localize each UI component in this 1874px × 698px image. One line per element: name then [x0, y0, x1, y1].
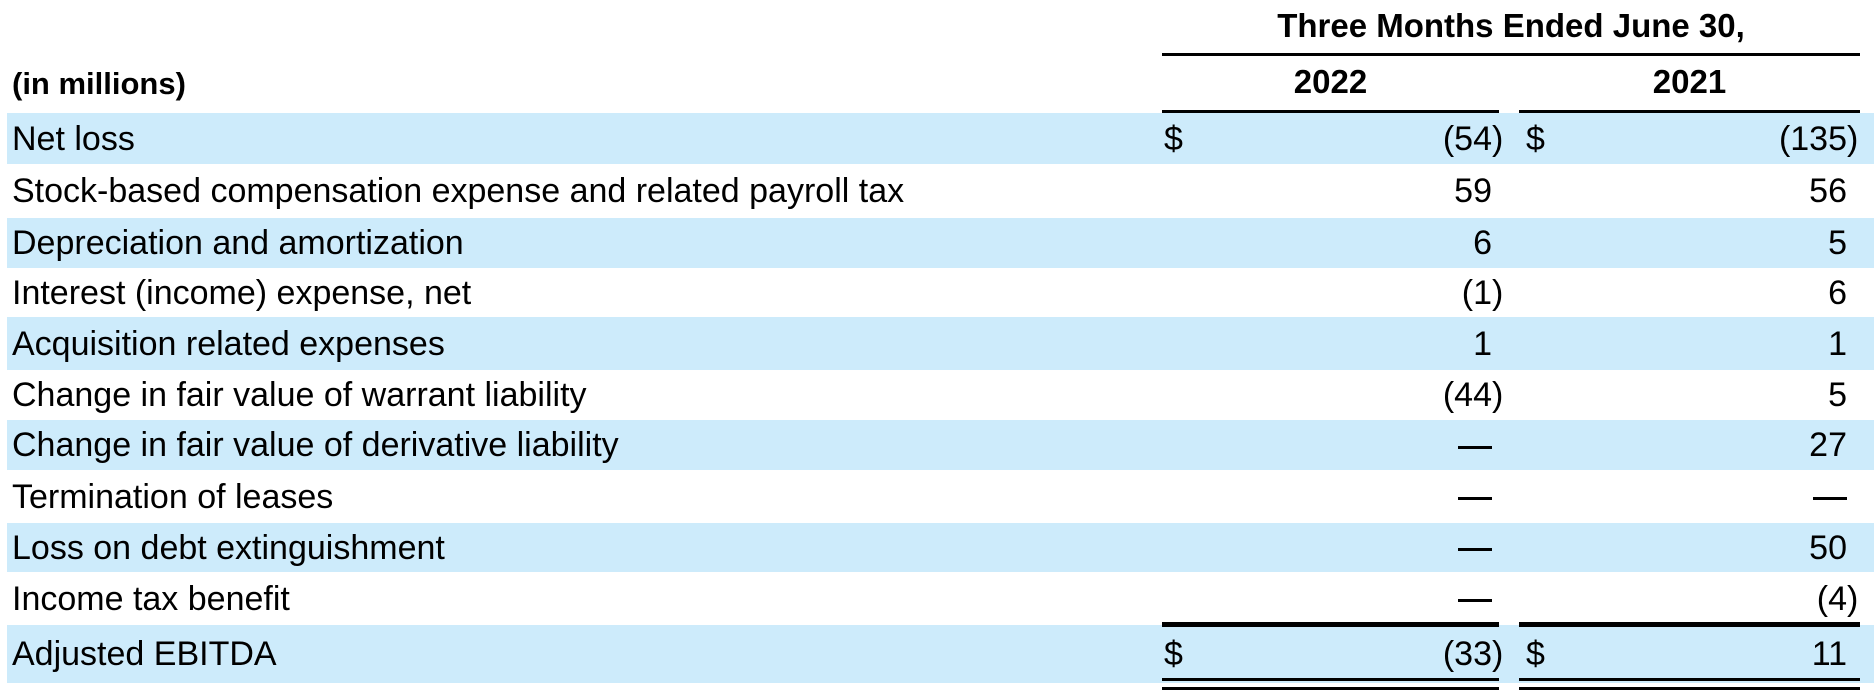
value-2021: 11	[1811, 635, 1847, 673]
table-row: Loss on debt extinguishment 50	[7, 523, 1874, 572]
value-2022: (1)	[1461, 273, 1504, 312]
nil-dash	[1458, 599, 1492, 603]
value-2021: 56	[1809, 172, 1847, 210]
value-2021: 5	[1828, 376, 1847, 414]
value-2022: 1	[1473, 324, 1492, 363]
value-2021: (4)	[1816, 579, 1859, 618]
value-2021: 1	[1828, 324, 1847, 363]
currency-symbol: $	[1526, 635, 1545, 673]
currency-symbol: $	[1164, 119, 1183, 158]
row-label: Termination of leases	[12, 477, 334, 516]
value-2021: 5	[1828, 224, 1847, 262]
table-row: Interest (income) expense, net (1) 6	[7, 268, 1874, 317]
row-label: Income tax benefit	[12, 579, 290, 618]
row-label: Loss on debt extinguishment	[12, 528, 445, 567]
nil-dash	[1458, 548, 1492, 552]
value-2022: (54)	[1442, 119, 1504, 158]
table-row: Termination of leases	[7, 470, 1874, 523]
table-row: Stock-based compensation expense and rel…	[7, 164, 1874, 218]
total-rule-2022	[1162, 622, 1499, 627]
value-2021	[1813, 477, 1847, 517]
table-row: Depreciation and amortization 6 5	[7, 218, 1874, 268]
nil-dash	[1458, 445, 1492, 449]
double-underline-2021-a	[1519, 678, 1860, 681]
row-label: Change in fair value of warrant liabilit…	[12, 376, 587, 414]
value-2021: 6	[1828, 273, 1847, 312]
table-row: Income tax benefit (4)	[7, 572, 1874, 625]
table-row: Adjusted EBITDA $ (33) $11	[7, 625, 1874, 683]
row-label: Acquisition related expenses	[12, 324, 445, 363]
value-2022: 6	[1473, 224, 1492, 262]
value-2022	[1458, 477, 1492, 517]
double-underline-2022-b	[1162, 687, 1499, 690]
year-header-2022: 2022	[1293, 63, 1368, 100]
nil-dash	[1458, 497, 1492, 501]
value-2021: 27	[1809, 426, 1847, 464]
double-underline-2021-b	[1519, 687, 1860, 690]
row-label: Depreciation and amortization	[12, 224, 464, 262]
value-2022	[1458, 425, 1492, 465]
year-header-rule-2021	[1519, 110, 1860, 113]
currency-symbol: $	[1526, 119, 1545, 158]
value-2021: 50	[1809, 528, 1847, 567]
row-label: Interest (income) expense, net	[12, 273, 472, 312]
reconciliation-table: Net loss $ (54) $ (135) Stock-based compensat…	[7, 113, 1874, 683]
table-row: Acquisition related expenses 1 1	[7, 317, 1874, 370]
table-row: Net loss $ (54) $ (135)	[7, 113, 1874, 164]
nil-dash	[1813, 497, 1847, 501]
year-header-rule-2022	[1162, 110, 1499, 113]
row-label: Stock-based compensation expense and rel…	[12, 172, 905, 210]
total-rule-2021	[1519, 622, 1860, 627]
row-label: Adjusted EBITDA	[12, 635, 277, 673]
table-row: Change in fair value of warrant liabilit…	[7, 370, 1874, 420]
year-header-2021: 2021	[1652, 63, 1727, 100]
value-2022: (44)	[1442, 376, 1504, 414]
value-2022	[1458, 528, 1492, 568]
period-header: Three Months Ended June 30,	[1277, 7, 1745, 44]
row-label: Change in fair value of derivative liabi…	[12, 426, 619, 464]
value-2022: (33)	[1442, 635, 1504, 673]
double-underline-2022-a	[1162, 678, 1499, 681]
value-2021: (135)	[1778, 119, 1859, 158]
row-label: Net loss	[12, 119, 135, 158]
value-2022: 59	[1454, 172, 1492, 210]
period-header-rule	[1162, 53, 1860, 56]
currency-symbol: $	[1164, 635, 1183, 673]
table-row: Change in fair value of derivative liabi…	[7, 420, 1874, 470]
units-label: (in millions)	[12, 66, 186, 101]
value-2022	[1458, 579, 1492, 619]
